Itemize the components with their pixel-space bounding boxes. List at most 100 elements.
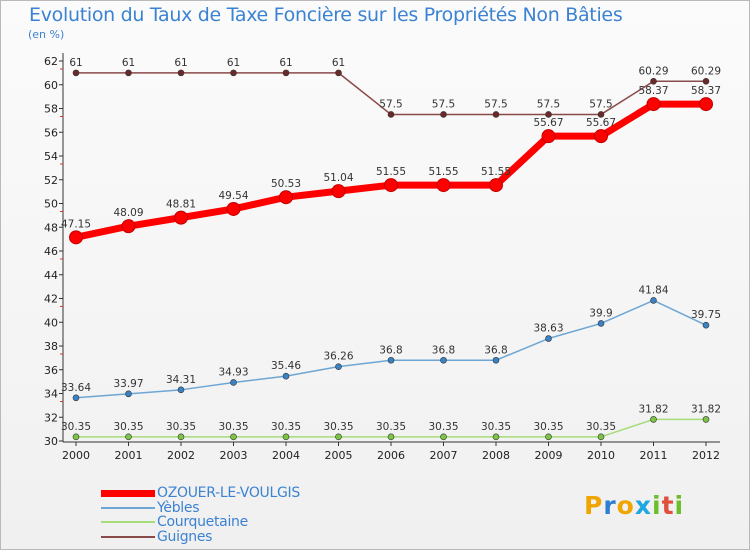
data-label-y-bles: 35.46 xyxy=(271,360,301,372)
data-label-ozouer-le-voulgis: 55.67 xyxy=(586,117,616,129)
unit-label: (en %) xyxy=(28,28,65,41)
data-label-ozouer-le-voulgis: 48.09 xyxy=(113,207,143,219)
chart-title: Evolution du Taux de Taxe Foncière sur l… xyxy=(29,4,623,26)
data-point-courquetaine xyxy=(492,433,500,441)
data-point-y-bles xyxy=(177,386,185,394)
data-point-courquetaine xyxy=(72,433,80,441)
data-point-guignes xyxy=(282,69,290,77)
data-label-ozouer-le-voulgis: 58.37 xyxy=(691,85,721,97)
data-label-y-bles: 33.64 xyxy=(61,382,91,394)
data-point-y-bles xyxy=(72,394,80,402)
data-label-ozouer-le-voulgis: 47.15 xyxy=(61,218,91,230)
data-point-guignes xyxy=(545,111,552,118)
x-tick-label: 2004 xyxy=(272,449,300,462)
data-label-guignes: 61 xyxy=(122,57,135,69)
logo-letter: t xyxy=(661,491,675,520)
data-point-y-bles xyxy=(282,372,290,380)
data-label-ozouer-le-voulgis: 51.04 xyxy=(323,172,353,184)
y-tick-label: 40 xyxy=(44,316,58,329)
data-point-courquetaine xyxy=(440,433,447,441)
data-label-y-bles: 33.97 xyxy=(113,378,143,390)
data-point-y-bles xyxy=(125,390,132,398)
data-point-ozouer-le-voulgis xyxy=(646,97,661,112)
data-point-guignes xyxy=(492,111,500,118)
data-point-ozouer-le-voulgis xyxy=(699,97,713,112)
data-point-y-bles xyxy=(387,356,395,364)
data-point-y-bles xyxy=(597,320,605,327)
data-point-ozouer-le-voulgis xyxy=(279,190,293,205)
y-tick-label: 36 xyxy=(44,364,58,377)
y-tick-label: 34 xyxy=(44,388,58,401)
x-tick-label: 2012 xyxy=(692,449,720,462)
data-point-y-bles xyxy=(650,297,657,304)
data-label-guignes: 57.5 xyxy=(432,98,455,110)
data-label-guignes: 60.29 xyxy=(691,65,721,77)
logo-letter: P xyxy=(584,491,604,520)
data-label-ozouer-le-voulgis: 58.37 xyxy=(638,85,668,97)
data-point-courquetaine xyxy=(230,433,237,441)
data-point-courquetaine xyxy=(650,416,657,423)
data-point-guignes xyxy=(440,111,447,118)
data-point-courquetaine xyxy=(125,433,132,441)
data-label-guignes: 57.5 xyxy=(537,98,560,110)
x-tick-label: 2007 xyxy=(430,449,458,462)
y-tick-label: 44 xyxy=(44,269,58,282)
data-point-ozouer-le-voulgis xyxy=(69,230,83,245)
y-tick-label: 38 xyxy=(44,340,58,353)
data-point-courquetaine xyxy=(597,433,605,441)
data-point-guignes xyxy=(335,69,342,77)
data-point-ozouer-le-voulgis xyxy=(541,129,556,144)
x-tick-label: 2002 xyxy=(167,449,195,462)
data-point-ozouer-le-voulgis xyxy=(331,184,346,199)
data-label-y-bles: 38.63 xyxy=(533,323,563,335)
data-label-guignes: 57.5 xyxy=(379,98,402,110)
data-label-y-bles: 39.75 xyxy=(691,309,721,321)
data-label-y-bles: 36.8 xyxy=(432,344,455,356)
y-tick-label: 62 xyxy=(44,55,58,68)
x-tick-label: 2010 xyxy=(587,449,615,462)
logo-letter: r xyxy=(603,491,617,520)
legend-label: Yèbles xyxy=(157,499,200,516)
data-label-y-bles: 36.26 xyxy=(323,351,353,363)
data-label-courquetaine: 31.82 xyxy=(638,403,668,415)
logo-letter: i xyxy=(652,491,662,520)
y-tick-label: 54 xyxy=(44,150,58,163)
data-point-ozouer-le-voulgis xyxy=(594,129,608,144)
data-label-guignes: 61 xyxy=(227,57,240,69)
data-point-ozouer-le-voulgis xyxy=(436,178,451,193)
data-point-y-bles xyxy=(492,356,500,364)
data-label-courquetaine: 30.35 xyxy=(61,421,91,433)
data-label-guignes: 57.5 xyxy=(484,98,507,110)
data-label-courquetaine: 30.35 xyxy=(586,421,616,433)
data-label-courquetaine: 30.35 xyxy=(271,421,301,433)
legend-swatch xyxy=(101,489,155,497)
data-point-y-bles xyxy=(440,356,447,364)
x-tick-label: 2009 xyxy=(535,449,563,462)
data-label-ozouer-le-voulgis: 50.53 xyxy=(271,178,301,190)
data-label-ozouer-le-voulgis: 48.81 xyxy=(166,199,196,211)
data-label-guignes: 61 xyxy=(174,57,187,69)
y-tick-label: 60 xyxy=(44,79,58,92)
data-label-y-bles: 34.93 xyxy=(218,366,248,378)
data-label-ozouer-le-voulgis: 55.67 xyxy=(533,117,563,129)
data-point-y-bles xyxy=(545,335,552,342)
data-point-guignes xyxy=(72,69,80,77)
x-tick-label: 2006 xyxy=(377,449,405,462)
data-label-y-bles: 36.8 xyxy=(379,344,402,356)
data-label-ozouer-le-voulgis: 51.55 xyxy=(376,166,406,178)
data-point-courquetaine xyxy=(387,433,395,441)
data-point-ozouer-le-voulgis xyxy=(226,201,241,216)
data-label-ozouer-le-voulgis: 51.55 xyxy=(481,166,511,178)
data-point-ozouer-le-voulgis xyxy=(384,178,398,193)
data-label-y-bles: 36.8 xyxy=(484,344,507,356)
data-point-guignes xyxy=(177,69,185,77)
data-label-courquetaine: 30.35 xyxy=(533,421,563,433)
x-tick-label: 2005 xyxy=(325,449,353,462)
data-point-courquetaine xyxy=(702,416,710,423)
data-point-ozouer-le-voulgis xyxy=(489,178,503,193)
data-label-guignes: 57.5 xyxy=(589,98,612,110)
data-label-courquetaine: 30.35 xyxy=(323,421,353,433)
data-point-courquetaine xyxy=(282,433,290,441)
